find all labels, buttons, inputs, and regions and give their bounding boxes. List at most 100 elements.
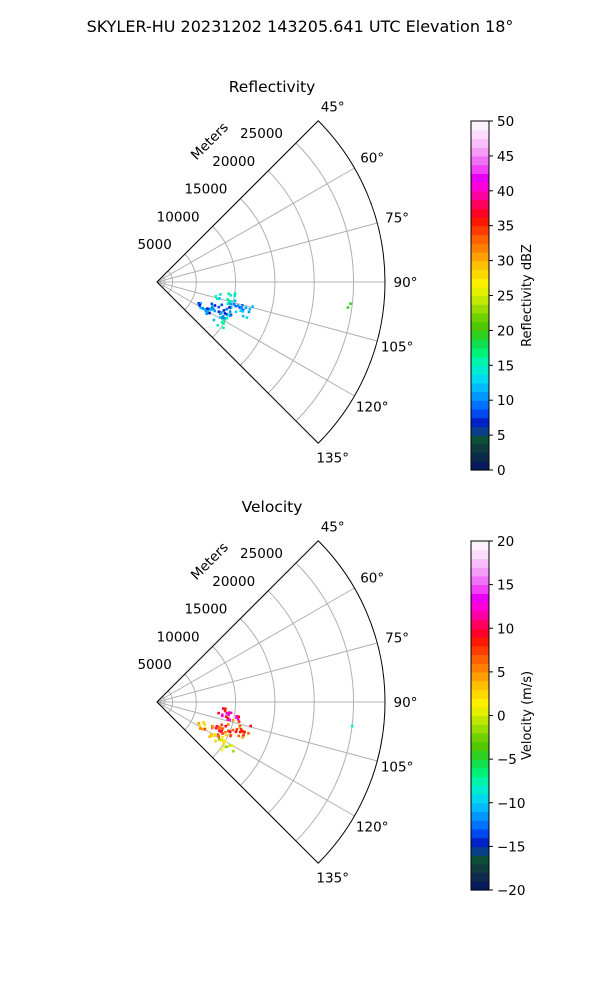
- reflectivity-echo-gate: [228, 299, 231, 303]
- reflectivity-echo-gate: [225, 313, 229, 316]
- velocity-azimuth-tick-label: 75°: [385, 631, 409, 647]
- velocity-echo-gate: [350, 724, 354, 728]
- reflectivity-range-tick-label: 5000: [137, 237, 171, 253]
- velocity-colorbar-swatch: [471, 759, 489, 769]
- velocity-echo-gate: [238, 726, 241, 729]
- velocity-colorbar-swatch: [471, 767, 489, 778]
- reflectivity-sector-frame: [156, 120, 386, 444]
- reflectivity-colorbar: 0 5 10 15 20 25 30 35 40 45 50 Reflectivity dBZ: [470, 114, 535, 479]
- reflectivity-range-tick-label: 15000: [184, 182, 227, 198]
- velocity-colorbar-swatch: [471, 724, 489, 734]
- reflectivity-colorbar-swatch: [471, 243, 489, 253]
- reflectivity-echo-gate: [199, 306, 202, 310]
- reflectivity-echo-gate: [199, 302, 202, 305]
- reflectivity-echo-gate: [220, 311, 223, 314]
- velocity-echo-gate: [217, 711, 220, 715]
- reflectivity-colorbar-swatch: [471, 129, 489, 140]
- velocity-echo-gate: [225, 745, 228, 749]
- reflectivity-colorbar-swatch: [471, 173, 489, 183]
- velocity-echo-gate: [210, 726, 214, 730]
- reflectivity-echo-gate: [221, 315, 225, 318]
- velocity-range-tick-label: 20000: [212, 574, 255, 590]
- velocity-echo-gate: [219, 730, 223, 733]
- reflectivity-colorbar-swatch: [471, 208, 489, 218]
- velocity-azimuth-tick-label: 105°: [381, 759, 414, 775]
- reflectivity-echo-gate: [228, 310, 232, 313]
- velocity-echo-gate: [224, 707, 227, 711]
- velocity-colorbar-swatch: [471, 541, 489, 551]
- velocity-echo-gate: [226, 729, 230, 733]
- reflectivity-echo-gate: [222, 309, 226, 312]
- velocity-echo-gate: [249, 724, 252, 728]
- velocity-echo-gate: [224, 731, 227, 734]
- reflectivity-echo-cluster: [214, 292, 237, 305]
- reflectivity-colorbar-tick-label: 50: [497, 114, 514, 130]
- reflectivity-colorbar-swatch: [471, 339, 489, 349]
- reflectivity-echo-gate: [210, 306, 214, 310]
- velocity-colorbar-swatch: [471, 863, 489, 874]
- velocity-echo-gate: [235, 728, 239, 731]
- reflectivity-colorbar-swatch: [471, 155, 489, 166]
- velocity-colorbar-tick-label: 0: [497, 709, 506, 725]
- velocity-colorbar-swatch: [471, 602, 489, 612]
- reflectivity-echo-gate: [247, 310, 251, 314]
- velocity-echo-gate: [221, 732, 224, 735]
- reflectivity-colorbar-swatch: [471, 347, 489, 358]
- velocity-colorbar-swatch: [471, 567, 489, 577]
- velocity-echo-gate: [243, 730, 246, 734]
- reflectivity-colorbar-swatch: [471, 312, 489, 323]
- reflectivity-echo-gate: [222, 322, 225, 325]
- reflectivity-colorbar-tick-label: 30: [497, 254, 514, 270]
- reflectivity-echo-gate: [226, 302, 230, 306]
- reflectivity-echo-gate: [239, 309, 243, 312]
- velocity-echo-cluster: [213, 733, 235, 753]
- velocity-colorbar-swatch: [471, 802, 489, 813]
- velocity-echo-gate: [230, 744, 234, 747]
- velocity-echo-gate: [220, 714, 224, 718]
- reflectivity-echo-gate: [234, 310, 238, 314]
- velocity-echo-gate: [220, 723, 224, 727]
- reflectivity-colorbar-swatch: [471, 426, 489, 436]
- reflectivity-colorbar-swatch: [471, 260, 489, 270]
- velocity-colorbar-swatch: [471, 776, 489, 786]
- velocity-colorbar-swatch: [471, 811, 489, 821]
- velocity-colorbar-swatch: [471, 872, 489, 882]
- reflectivity-colorbar-swatch: [471, 286, 489, 297]
- reflectivity-echo-gate: [204, 309, 208, 313]
- velocity-colorbar-swatch: [471, 689, 489, 699]
- reflectivity-echo-gate: [201, 307, 205, 310]
- velocity-colorbar-swatch: [471, 828, 489, 839]
- reflectivity-echo-gate: [229, 314, 232, 317]
- reflectivity-echo-gate: [228, 306, 231, 309]
- reflectivity-echo-gate: [208, 311, 211, 315]
- velocity-echo-gate: [227, 713, 230, 717]
- reflectivity-echo-gate: [251, 305, 254, 308]
- velocity-echo-gate: [214, 726, 218, 730]
- velocity-echo-gate: [224, 724, 227, 728]
- reflectivity-colorbar-swatch: [471, 356, 489, 366]
- reflectivity-echo-gate: [222, 326, 225, 330]
- velocity-echo-gate: [227, 711, 231, 714]
- reflectivity-echo-gate: [197, 302, 200, 305]
- reflectivity-echo-gate: [233, 294, 236, 298]
- velocity-echo-cluster: [217, 707, 240, 722]
- reflectivity-echo-gate: [208, 307, 211, 311]
- velocity-azimuth-gridline: [156, 701, 355, 817]
- reflectivity-echo-gate: [225, 316, 229, 320]
- reflectivity-echo-gate: [226, 298, 229, 301]
- reflectivity-echo-gate: [205, 312, 208, 315]
- reflectivity-colorbar-swatch: [471, 164, 489, 174]
- velocity-colorbar-swatch: [471, 619, 489, 629]
- reflectivity-echo-cluster: [226, 299, 254, 319]
- reflectivity-echo-gate: [213, 304, 217, 307]
- velocity-colorbar-swatch: [471, 750, 489, 760]
- reflectivity-echo-gate: [225, 307, 229, 311]
- velocity-echo-gate: [237, 734, 241, 738]
- reflectivity-echo-gate: [236, 304, 240, 307]
- velocity-colorbar-swatch: [471, 785, 489, 795]
- velocity-colorbar-swatch: [471, 837, 489, 847]
- reflectivity-colorbar-swatch: [471, 452, 489, 462]
- velocity-echo-gate: [208, 735, 211, 738]
- velocity-echo-gate: [201, 727, 204, 731]
- velocity-echo-cluster: [350, 724, 354, 728]
